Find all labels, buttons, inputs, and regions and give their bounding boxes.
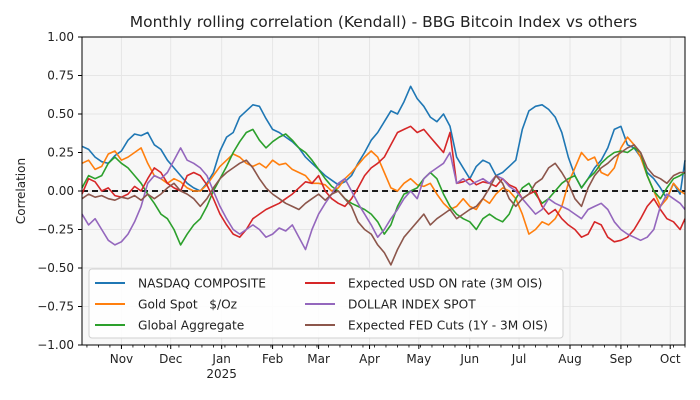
legend-label: Gold Spot $/Oz [138, 298, 237, 312]
legend-label: DOLLAR INDEX SPOT [348, 298, 476, 312]
legend-item: Global Aggregate [95, 319, 244, 333]
legend-item: Expected USD ON rate (3M OIS) [305, 277, 542, 291]
y-axis: 1.00 0.75 0.50 0.25 0.00 −0.25 −0.50 −0.75 −1.00 [37, 30, 82, 352]
legend-item: Gold Spot $/Oz [95, 298, 237, 312]
x-tick-label: Aug [558, 352, 581, 366]
y-tick-label: −1.00 [37, 338, 74, 352]
series-line-expected-fed-cuts-1y-3m-ois [81, 144, 685, 266]
y-tick-label: −0.25 [37, 223, 74, 237]
x-tick-sublabel: 2025 [206, 367, 237, 381]
x-tick-label: Jun [459, 352, 479, 366]
legend-item: NASDAQ COMPOSITE [95, 277, 266, 291]
chart-title: Monthly rolling correlation (Kendall) - … [130, 13, 638, 31]
y-tick-label: 0.25 [47, 146, 74, 160]
x-tick-label: Oct [660, 352, 681, 366]
series-line-gold-spot-oz [81, 136, 686, 235]
y-tick-label: 0.50 [47, 107, 74, 121]
x-tick-label: Feb [262, 352, 283, 366]
legend-label: NASDAQ COMPOSITE [138, 277, 266, 291]
x-tick-label: Mar [307, 352, 330, 366]
series-line-dollar-index-spot [81, 147, 686, 251]
legend-label: Expected FED Cuts (1Y - 3M OIS) [348, 319, 548, 333]
series-lines [81, 85, 686, 266]
y-axis-label: Correlation [14, 158, 28, 224]
x-tick-label: Nov [110, 352, 133, 366]
x-tick-label: Jul [511, 352, 526, 366]
y-tick-label: 0.00 [47, 184, 74, 198]
legend-label: Expected USD ON rate (3M OIS) [348, 277, 542, 291]
y-tick-label: −0.75 [37, 300, 74, 314]
legend-item: Expected FED Cuts (1Y - 3M OIS) [305, 319, 548, 333]
x-tick-label: Sep [610, 352, 633, 366]
legend: NASDAQ COMPOSITE Gold Spot $/Oz Global Agg… [88, 268, 564, 339]
y-tick-label: 1.00 [47, 30, 74, 44]
series-line-expected-usd-on-rate-3m-ois [81, 125, 686, 243]
x-tick-label: Apr [359, 352, 380, 366]
x-tick-label: May [406, 352, 431, 366]
legend-label: Global Aggregate [138, 319, 244, 333]
y-tick-label: 0.75 [47, 69, 74, 83]
x-tick-label: Jan [211, 352, 231, 366]
legend-item: DOLLAR INDEX SPOT [305, 298, 476, 312]
series-line-global-aggregate [81, 128, 686, 246]
x-tick-label: Dec [159, 352, 182, 366]
y-tick-label: −0.50 [37, 261, 74, 275]
